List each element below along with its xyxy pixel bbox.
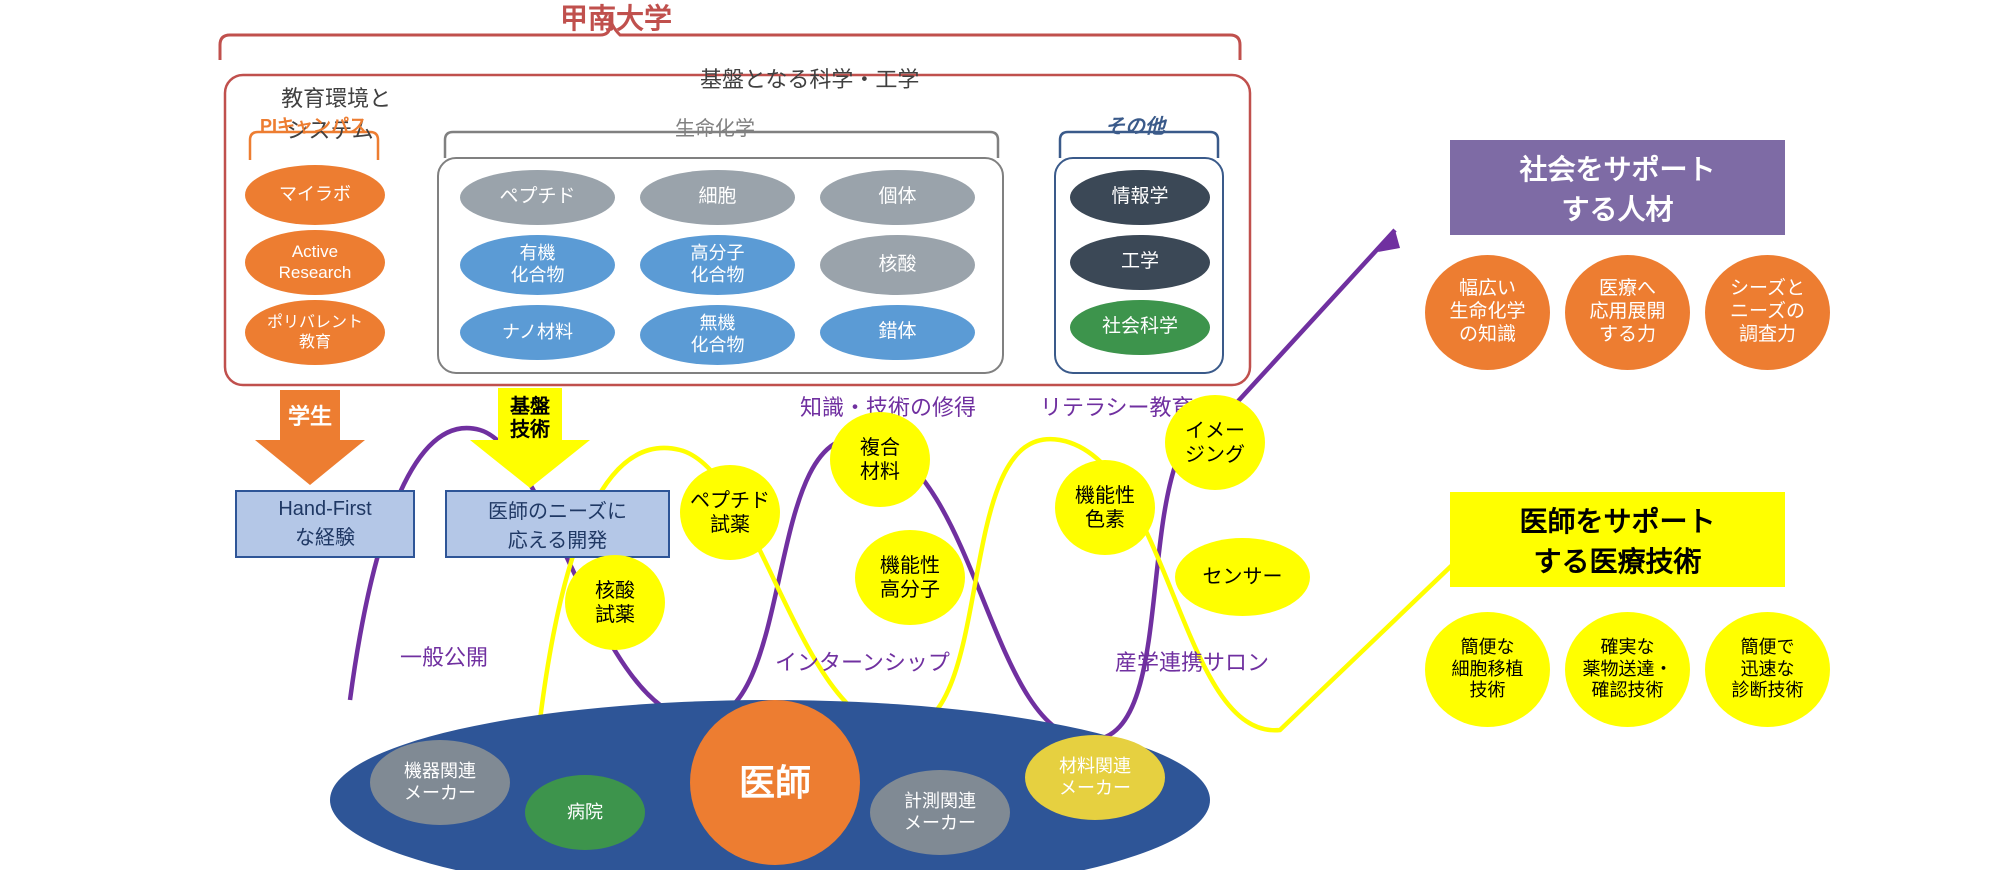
society-circle-0: 幅広い 生命化学 の知識 [1425, 255, 1550, 370]
yellow-circle-3: 機能性 高分子 [855, 530, 965, 625]
literacy-label: リテラシー教育 [1040, 390, 1194, 422]
doctor-circle-1: 確実な 薬物送達・ 確認技術 [1565, 612, 1690, 727]
maker-1: 病院 [525, 775, 645, 850]
life-0-2: 個体 [820, 170, 975, 225]
other-0: 情報学 [1070, 170, 1210, 225]
basetech-arrow: 基盤 技術 [470, 388, 590, 488]
pi-ellipse-2: ポリバレント 教育 [245, 300, 385, 365]
needs-dev-box: 医師のニーズに 応える開発 [445, 490, 670, 558]
svg-text:基盤: 基盤 [510, 394, 551, 418]
yellow-circle-0: ペプチド 試薬 [680, 465, 780, 560]
handfirst-box: Hand-First な経験 [235, 490, 415, 558]
life-2-1: 無機 化合物 [640, 305, 795, 365]
doctor-circle: 医師 [690, 700, 860, 865]
life-2-2: 錯体 [820, 305, 975, 360]
life-0-0: ペプチド [460, 170, 615, 225]
other-2: 社会科学 [1070, 300, 1210, 355]
life-chem-label: 生命化学 [675, 112, 755, 141]
title: 甲南大学 [560, 0, 672, 37]
society-circle-1: 医療へ 応用展開 する力 [1565, 255, 1690, 370]
society-circle-2: シーズと ニーズの 調査力 [1705, 255, 1830, 370]
salon-label: 産学連携サロン [1115, 645, 1269, 677]
doctor-circle-2: 簡便で 迅速な 診断技術 [1705, 612, 1830, 727]
maker-3: 材料関連 メーカー [1025, 735, 1165, 820]
pi-ellipse-0: マイラボ [245, 165, 385, 225]
svg-text:技術: 技術 [510, 417, 550, 441]
student-arrow: 学生 [255, 390, 365, 485]
public-label: 一般公開 [400, 640, 488, 672]
yellow-circle-6: センサー [1175, 538, 1310, 616]
pi-ellipse-1: Active Research [245, 230, 385, 295]
maker-0: 機器関連 メーカー [370, 740, 510, 825]
intern-label: インターンシップ [775, 645, 950, 677]
yellow-circle-4: 機能性 色素 [1055, 460, 1155, 555]
base-sci-label: 基盤となる科学・工学 [700, 62, 919, 94]
other-label: その他 [1105, 110, 1165, 139]
life-0-1: 細胞 [640, 170, 795, 225]
other-1: 工学 [1070, 235, 1210, 290]
svg-text:学生: 学生 [288, 404, 332, 429]
yellow-circle-1: 核酸 試薬 [565, 555, 665, 650]
doctor-circle-0: 簡便な 細胞移植 技術 [1425, 612, 1550, 727]
society-support-box: 社会をサポート する人材 [1450, 140, 1785, 235]
yellow-circle-5: イメー ジング [1165, 395, 1265, 490]
pi-campus-label: PIキャンパス [260, 112, 367, 138]
yellow-circle-2: 複合 材料 [830, 412, 930, 507]
maker-2: 計測関連 メーカー [870, 770, 1010, 855]
life-1-1: 高分子 化合物 [640, 235, 795, 295]
life-2-0: ナノ材料 [460, 305, 615, 360]
doctor-support-box: 医師をサポート する医療技術 [1450, 492, 1785, 587]
life-1-0: 有機 化合物 [460, 235, 615, 295]
life-1-2: 核酸 [820, 235, 975, 295]
